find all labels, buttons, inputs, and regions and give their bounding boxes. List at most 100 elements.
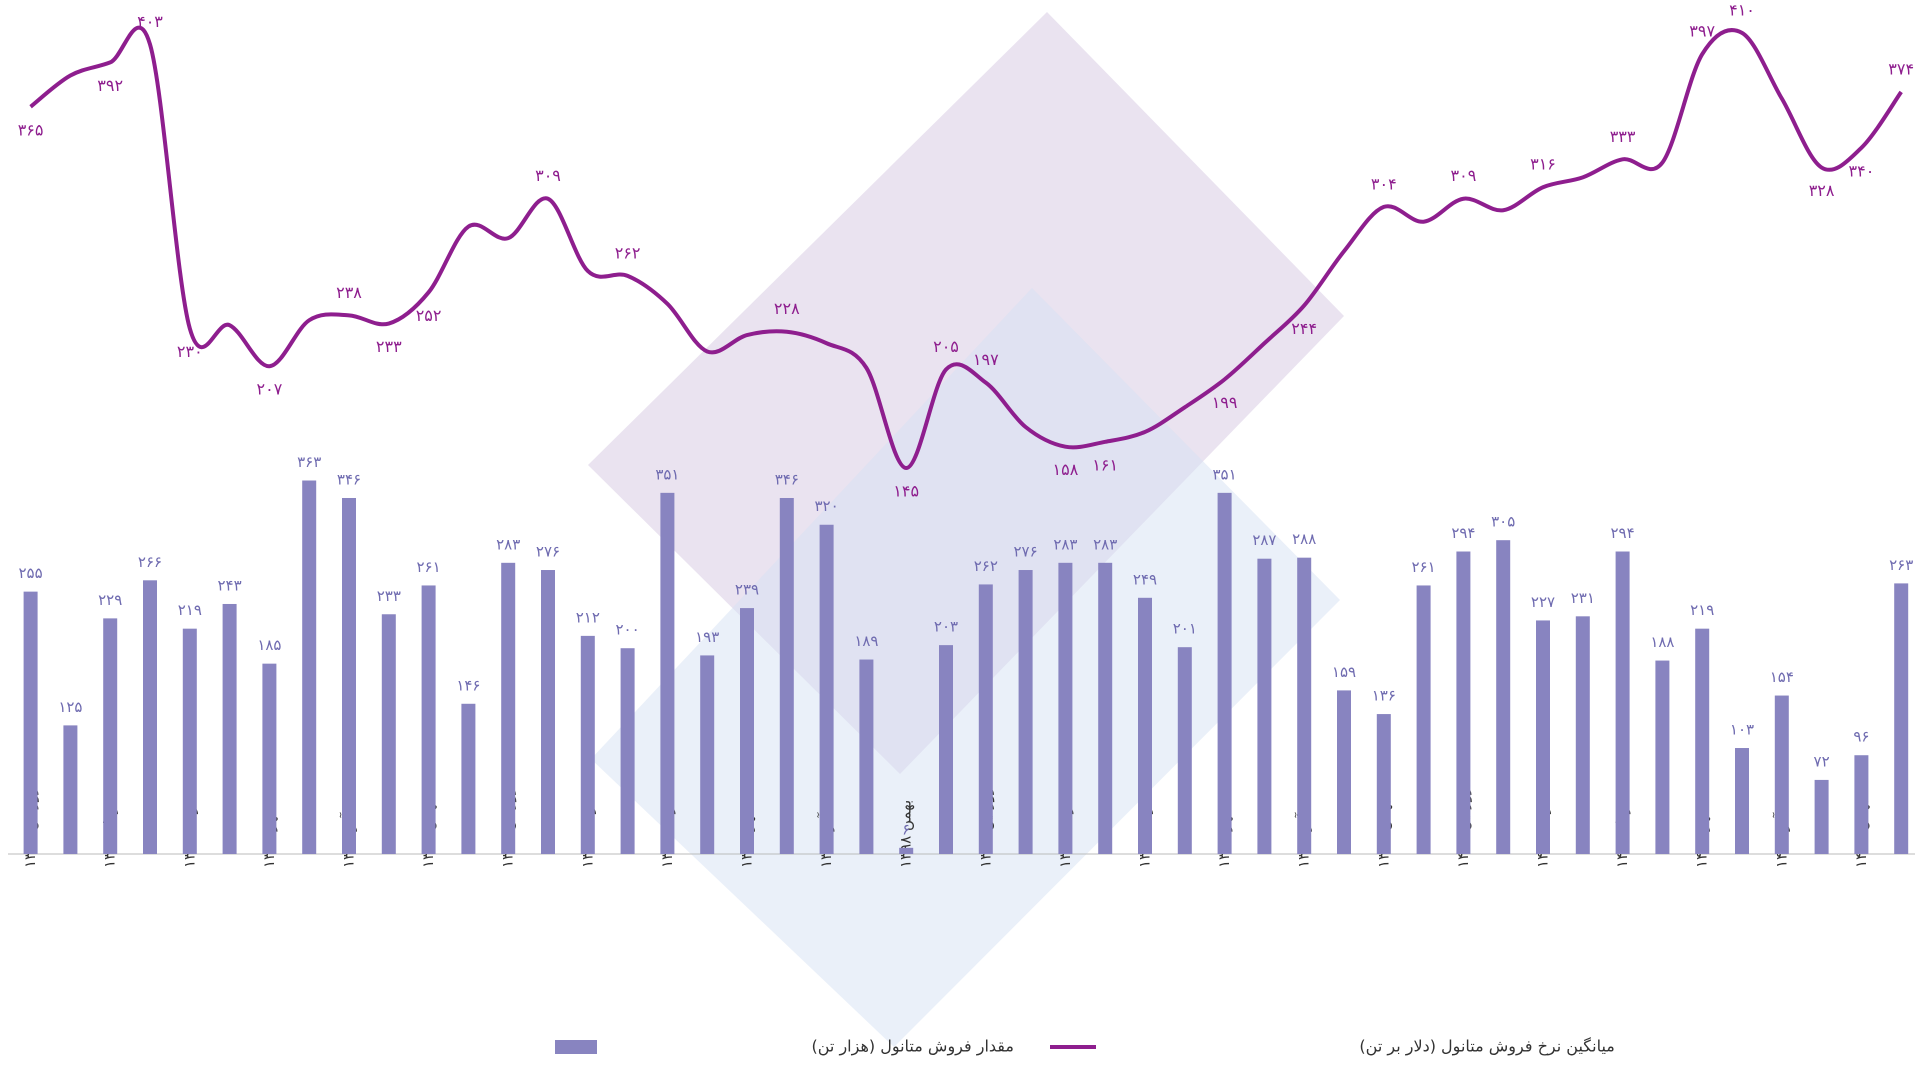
bar-value-label: ۲۰۰ [616, 621, 640, 639]
bar [103, 618, 118, 854]
bar-value-label: ۲۴۹ [1133, 570, 1157, 588]
bar-value-label: ۲۵۵ [19, 564, 43, 582]
line-value-label: ۳۰۴ [1371, 174, 1397, 193]
bar-value-label: ۲۸۳ [496, 535, 520, 553]
bar-value-label: ۳۴۶ [337, 470, 361, 488]
bar-value-label: ۲۰۱ [1173, 620, 1197, 638]
bar-value-label: ۲۶۱ [1412, 558, 1436, 576]
bar-value-label: ۱۰۳ [1730, 721, 1754, 739]
bar [1098, 562, 1113, 854]
bar [1456, 551, 1471, 854]
bar [63, 725, 78, 854]
bar [541, 570, 555, 854]
bar-value-label: ۲۶۶ [138, 553, 162, 571]
line-value-label: ۲۶۲ [615, 243, 641, 262]
bar [1615, 551, 1630, 854]
bar-value-label: ۲۸۸ [1292, 530, 1316, 548]
bar-value-label: ۲۹۴ [1611, 524, 1635, 542]
bar-value-label: ۲۸۳ [1053, 535, 1077, 553]
bar [1774, 695, 1789, 854]
bar-value-label: ۲۸۷ [1252, 531, 1276, 549]
line-value-label: ۲۵۲ [416, 306, 442, 325]
bar-value-label: ۲۷۶ [1014, 543, 1038, 561]
bar-value-label: ۲۱۹ [1690, 601, 1714, 619]
bar-value-label: ۳۲۰ [815, 497, 839, 515]
bar-value-label: ۲۲۷ [1531, 593, 1555, 611]
bar [1735, 748, 1749, 854]
bar-value-label: ۳۰۵ [1491, 513, 1515, 531]
bar-value-label: ۲۱۲ [576, 608, 600, 626]
bar [859, 659, 874, 854]
bar-value-label: ۱۵۹ [1332, 663, 1356, 681]
bar [1655, 660, 1670, 854]
bar [660, 492, 675, 854]
bar [1257, 558, 1272, 854]
bar [1894, 583, 1909, 854]
bar [262, 663, 277, 854]
bar [620, 648, 635, 854]
line-value-label: ۳۷۴ [1888, 59, 1914, 78]
bar [899, 847, 914, 854]
bar [939, 645, 953, 854]
line-value-label: ۳۴۰ [1849, 161, 1875, 180]
bar [1018, 570, 1033, 854]
line-value-label: ۲۳۰ [177, 342, 203, 361]
bar-value-label: ۳۵۱ [655, 465, 679, 483]
line-value-label: ۴۱۰ [1729, 0, 1755, 19]
bar-value-label: ۳۴۶ [775, 470, 799, 488]
legend-label: مقدار فروش متانول (هزار تن) [811, 1037, 1013, 1057]
bar [1337, 690, 1351, 854]
bar-value-label: ۹۶ [1853, 728, 1869, 746]
bar-value-label: ۲۳۳ [377, 587, 401, 605]
line-value-label: ۱۵۸ [1053, 460, 1079, 479]
bar [501, 562, 516, 854]
bar [978, 584, 993, 854]
legend-swatch [555, 1040, 597, 1054]
bar [381, 614, 396, 854]
bar-value-label: ۱۴۶ [456, 676, 480, 694]
bar [1854, 755, 1869, 854]
bar [1138, 597, 1152, 854]
line-value-label: ۲۴۴ [1291, 319, 1317, 338]
line-value-label: ۳۹۷ [1689, 22, 1715, 41]
bar-value-label: ۱۲۵ [58, 698, 82, 716]
bar-value-label: ۲۶۲ [974, 557, 998, 575]
bar [143, 580, 157, 854]
bar-value-label: ۱۵۴ [1770, 668, 1794, 686]
line-value-label: ۱۴۵ [893, 482, 919, 501]
line-value-label: ۲۲۸ [774, 299, 800, 318]
legend: مقدار فروش متانول (هزار تن) میانگین نرخ ف… [555, 1037, 1615, 1057]
bar-value-label: ۲۲۹ [98, 591, 122, 609]
bar-value-label: ۲۶۳ [1889, 556, 1913, 574]
line-value-label: ۳۰۹ [535, 166, 561, 185]
bar [1376, 714, 1391, 854]
bar-value-label: ۱۸۹ [854, 632, 878, 650]
bar-value-label: ۱۳۶ [1372, 687, 1396, 705]
bar-value-label: ۷۲ [1814, 752, 1830, 770]
bar-value-label: ۱۸۵ [257, 636, 281, 654]
bar [1058, 562, 1073, 854]
plot: فروردین ۱۳۹۷خرداد ۱۳۹۷مرداد ۱۳۹۷مهر ۱۳۹۷… [18, 0, 1914, 868]
bar-value-label: ۲۳۱ [1571, 589, 1595, 607]
legend-label: میانگین نرخ فروش متانول (دلار بر تن) [1359, 1037, 1614, 1057]
line-value-label: ۴۰۳ [137, 12, 163, 31]
bar [1416, 585, 1431, 854]
line-value-label: ۲۳۳ [376, 337, 402, 356]
line-value-label: ۳۰۹ [1451, 166, 1477, 185]
line-value-label: ۳۳۳ [1610, 127, 1636, 146]
bar-value-label: ۲۰۳ [934, 618, 958, 636]
bar [421, 585, 436, 854]
bar [23, 591, 38, 854]
bar [182, 628, 197, 854]
bar [1177, 647, 1192, 854]
bar-value-label: ۲۷۶ [536, 543, 560, 561]
bar [1297, 557, 1312, 854]
bar-value-label: ۱۹۳ [695, 628, 719, 646]
bar [1575, 616, 1590, 854]
bar [700, 655, 715, 854]
line-value-label: ۳۹۲ [97, 76, 123, 95]
bar [1536, 620, 1550, 854]
line-value-label: ۱۶۱ [1092, 455, 1118, 474]
bar-value-label: ۱۸۸ [1650, 633, 1674, 651]
line-value-label: ۲۳۸ [336, 283, 362, 302]
